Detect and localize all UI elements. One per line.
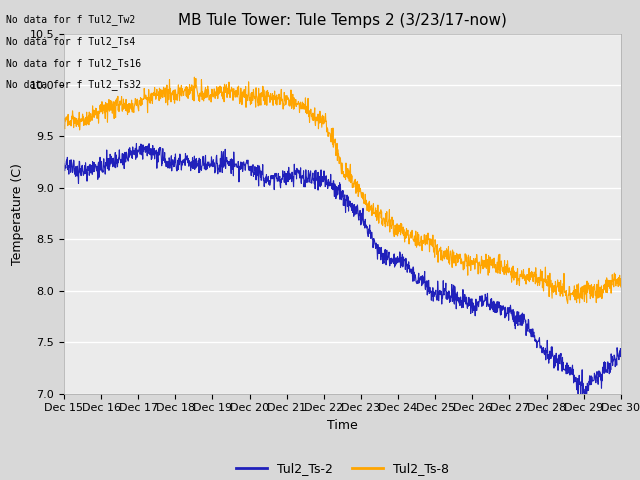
Line: Tul2_Ts-8: Tul2_Ts-8 — [64, 77, 621, 303]
Tul2_Ts-2 — [103, 160, 111, 166]
Tul2_Ts-2 — [378, 244, 385, 250]
Line: Tul2_Ts-2: Tul2_Ts-2 — [64, 144, 621, 399]
Tul2_Ts-8 — [60, 122, 68, 128]
Tul2_Ts-8 — [318, 119, 326, 124]
Tul2_Ts-8 — [378, 215, 385, 221]
Tul2_Ts-2 — [318, 179, 326, 185]
X-axis label: Time: Time — [327, 419, 358, 432]
Tul2_Ts-2 — [579, 396, 586, 402]
Tul2_Ts-8 — [564, 300, 572, 306]
Tul2_Ts-8 — [191, 74, 198, 80]
Text: No data for f Tul2_Tw2: No data for f Tul2_Tw2 — [6, 14, 136, 25]
Tul2_Ts-2 — [617, 347, 625, 353]
Text: No data for f Tul2_Ts32: No data for f Tul2_Ts32 — [6, 79, 141, 90]
Tul2_Ts-2 — [132, 141, 140, 146]
Tul2_Ts-2 — [297, 165, 305, 171]
Tul2_Ts-8 — [103, 101, 111, 107]
Tul2_Ts-8 — [617, 284, 625, 290]
Text: No data for f Tul2_Ts16: No data for f Tul2_Ts16 — [6, 58, 141, 69]
Tul2_Ts-2 — [308, 177, 316, 183]
Tul2_Ts-2 — [126, 145, 134, 151]
Text: No data for f Tul2_Ts4: No data for f Tul2_Ts4 — [6, 36, 136, 47]
Tul2_Ts-2 — [60, 161, 68, 167]
Title: MB Tule Tower: Tule Temps 2 (3/23/17-now): MB Tule Tower: Tule Temps 2 (3/23/17-now… — [178, 13, 507, 28]
Y-axis label: Temperature (C): Temperature (C) — [11, 163, 24, 264]
Tul2_Ts-8 — [297, 99, 305, 105]
Tul2_Ts-8 — [308, 115, 316, 121]
Legend: Tul2_Ts-2, Tul2_Ts-8: Tul2_Ts-2, Tul2_Ts-8 — [231, 457, 454, 480]
Tul2_Ts-8 — [126, 101, 134, 107]
